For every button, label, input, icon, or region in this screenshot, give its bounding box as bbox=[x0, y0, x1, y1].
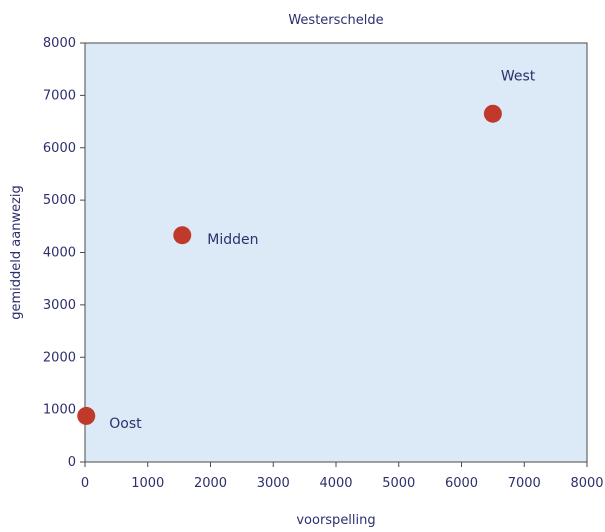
x-axis-title: voorspelling bbox=[296, 513, 375, 528]
x-tick-label: 1000 bbox=[131, 476, 164, 491]
y-tick-label: 4000 bbox=[43, 246, 76, 261]
y-tick-label: 0 bbox=[68, 455, 76, 470]
x-tick-label: 7000 bbox=[508, 476, 541, 491]
y-tick-label: 8000 bbox=[43, 36, 76, 51]
chart-title: Westerschelde bbox=[288, 13, 383, 28]
data-point bbox=[173, 226, 192, 245]
y-axis-title: gemiddeld aanwezig bbox=[9, 185, 24, 320]
x-tick-label: 3000 bbox=[257, 476, 290, 491]
plot-area bbox=[84, 42, 588, 463]
y-tick-label: 3000 bbox=[43, 298, 76, 313]
data-point-label: West bbox=[501, 69, 536, 85]
x-tick-label: 0 bbox=[81, 476, 89, 491]
y-tick-label: 6000 bbox=[43, 141, 76, 156]
x-tick-label: 4000 bbox=[319, 476, 352, 491]
y-tick-label: 7000 bbox=[43, 88, 76, 103]
y-tick-label: 2000 bbox=[43, 350, 76, 365]
data-point-label: Oost bbox=[109, 416, 142, 432]
x-tick-label: 5000 bbox=[382, 476, 415, 491]
y-tick-label: 1000 bbox=[43, 403, 76, 418]
data-point bbox=[483, 104, 502, 123]
x-tick-label: 8000 bbox=[570, 476, 603, 491]
x-tick-label: 2000 bbox=[194, 476, 227, 491]
data-point-label: Midden bbox=[207, 232, 258, 248]
data-point bbox=[77, 406, 96, 425]
x-tick-label: 6000 bbox=[445, 476, 478, 491]
y-tick-label: 5000 bbox=[43, 193, 76, 208]
